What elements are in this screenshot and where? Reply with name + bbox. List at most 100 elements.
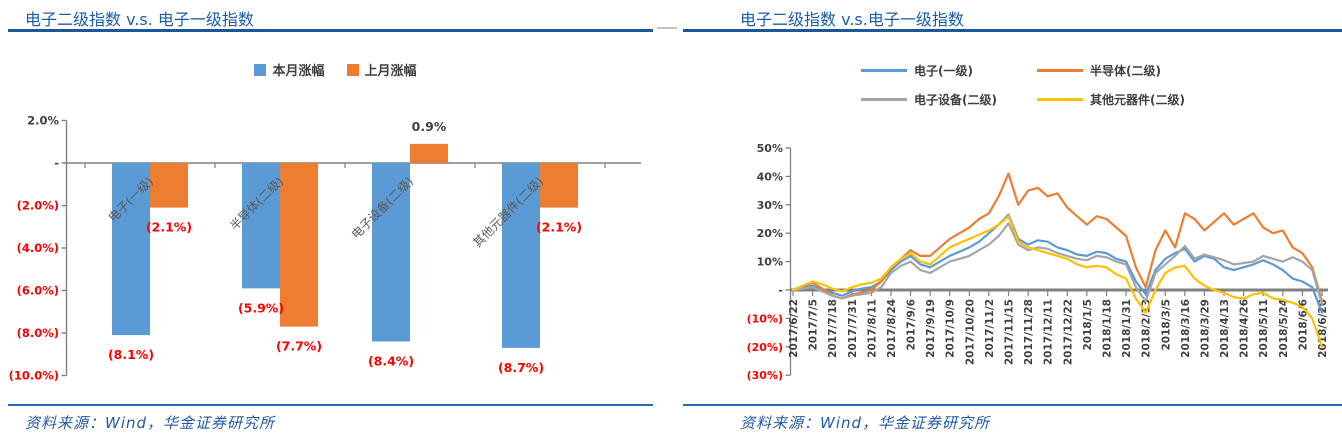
legend-swatch	[861, 98, 907, 101]
bar	[242, 163, 280, 289]
svg-text:40%: 40%	[757, 170, 783, 183]
y-axis: 2.0% - (2.0%) (4.0%) (6.0%) (8.0%) (10.0%)	[9, 114, 68, 383]
bar-chart-svg: 2.0% - (2.0%) (4.0%) (6.0%) (8.0%) (10.0%) (8.1…	[9, 114, 641, 383]
series-line-3	[791, 215, 1324, 348]
legend-item: 电子设备(二级)	[861, 91, 1037, 108]
svg-text:(30%): (30%)	[747, 369, 783, 382]
bar	[410, 143, 448, 163]
date-label: 2018/3/16	[1180, 299, 1192, 358]
bar-value-label: (2.1%)	[536, 220, 582, 235]
bar-chart-title: 电子二级指数 v.s. 电子一级指数	[25, 10, 254, 29]
legend-label: 其他元器件(二级)	[1090, 93, 1185, 107]
date-label: 2018/1/31	[1121, 299, 1133, 358]
x-axis: 2017/6/22 2017/7/5 2017/7/18 2017/7/31 2017/…	[788, 288, 1329, 365]
date-label: 2018/4/26	[1239, 299, 1251, 358]
svg-text:(8.0%): (8.0%)	[17, 326, 59, 340]
svg-text:(6.0%): (6.0%)	[17, 284, 59, 298]
date-label: 2017/7/18	[827, 299, 839, 358]
legend-swatch	[1037, 69, 1083, 72]
legend-item: 电子(一级)	[861, 62, 1037, 79]
date-label: 2018/6/20	[1317, 299, 1329, 358]
y-axis: 50% 40% 30% 20% 10% - (10%) (20%) (30%)	[747, 142, 792, 382]
title-rule	[8, 29, 653, 32]
date-label: 2018/4/13	[1219, 299, 1231, 358]
svg-text:(2.0%): (2.0%)	[17, 199, 59, 213]
date-label: 2017/10/9	[945, 299, 957, 358]
bar-value-label: (5.9%)	[238, 300, 284, 315]
svg-text:(10.0%): (10.0%)	[9, 369, 59, 383]
svg-text:(20%): (20%)	[747, 341, 783, 354]
svg-text:(4.0%): (4.0%)	[17, 241, 59, 255]
svg-text:2.0%: 2.0%	[27, 114, 59, 128]
svg-text:-: -	[54, 156, 59, 170]
bar-value-label: (8.4%)	[368, 354, 414, 369]
date-label: 2018/3/29	[1199, 299, 1211, 358]
line-series	[791, 172, 1324, 348]
legend-swatch	[1037, 98, 1083, 101]
date-label: 2017/8/24	[886, 299, 898, 358]
source-note: 资料来源：Wind，华金证券研究所	[25, 414, 276, 432]
panel-divider	[657, 27, 677, 29]
series-line-2	[791, 222, 1324, 306]
date-label: 2017/11/15	[1004, 299, 1016, 365]
legend-swatch	[346, 63, 359, 76]
legend-item: 本月涨幅	[254, 60, 325, 79]
legend-item: 上月涨幅	[346, 60, 417, 79]
svg-text:10%: 10%	[757, 256, 783, 269]
date-label: 2017/7/31	[847, 299, 859, 358]
bars	[112, 143, 578, 348]
line-chart-title: 电子二级指数 v.s.电子一级指数	[740, 10, 964, 29]
footer-rule	[683, 404, 1342, 406]
legend-label: 上月涨幅	[364, 64, 417, 79]
date-label: 2017/9/6	[906, 299, 918, 351]
source-note: 资料来源：Wind，华金证券研究所	[740, 414, 991, 432]
date-label: 2017/9/19	[925, 299, 937, 358]
legend-item: 其他元器件(二级)	[1037, 91, 1213, 108]
bar	[280, 163, 318, 327]
legend-swatch	[861, 69, 907, 72]
panel-bar-chart: 电子二级指数 v.s. 电子一级指数 本月涨幅 上月涨幅 2.0% - (2.0%) (…	[0, 10, 671, 432]
svg-text:50%: 50%	[757, 142, 783, 155]
date-label: 2018/2/13	[1141, 299, 1153, 358]
line-chart-legend: 电子(一级) 半导体(二级) 电子设备(二级) 其他元器件(二级)	[861, 62, 1213, 108]
line-chart-svg: 50% 40% 30% 20% 10% - (10%) (20%) (30%) 2017/6/22…	[747, 142, 1329, 382]
panel-line-chart: 电子二级指数 v.s.电子一级指数 电子(一级) 半导体(二级) 电子设备(二级) 其…	[671, 0, 1342, 443]
date-label: 2018/1/5	[1082, 299, 1094, 351]
bar	[372, 163, 410, 342]
date-label: 2017/8/11	[866, 299, 878, 358]
svg-text:-: -	[778, 284, 783, 297]
bar-chart-legend: 本月涨幅 上月涨幅	[0, 60, 671, 79]
series-line-1	[791, 172, 1324, 303]
legend-item: 半导体(二级)	[1037, 62, 1213, 79]
date-label: 2018/3/5	[1160, 299, 1172, 351]
bar	[502, 163, 540, 348]
date-label: 2018/1/18	[1101, 299, 1113, 358]
bar-value-label: (8.1%)	[108, 347, 154, 362]
date-label: 2017/10/20	[964, 299, 976, 365]
bar-value-label: (7.7%)	[276, 339, 322, 354]
legend-label: 半导体(二级)	[1090, 64, 1161, 78]
bar-value-label: 0.9%	[412, 119, 447, 134]
title-rule	[683, 29, 1342, 32]
svg-text:(10%): (10%)	[747, 312, 783, 325]
date-label: 2017/7/5	[808, 299, 820, 351]
date-label: 2017/11/28	[1023, 299, 1035, 365]
date-label: 2017/12/11	[1043, 299, 1055, 365]
bar	[540, 163, 578, 208]
data-labels: (8.1%) (5.9%) (8.4%) (8.7%) (2.1%) (7.7%) 0.9%…	[108, 119, 582, 375]
legend-label: 电子(一级)	[914, 64, 973, 78]
date-label: 2018/5/11	[1258, 299, 1270, 358]
bar-value-label: (2.1%)	[146, 220, 192, 235]
bar-value-label: (8.7%)	[498, 360, 544, 375]
date-label: 2018/5/24	[1278, 299, 1290, 358]
bar	[150, 163, 188, 208]
date-label: 2017/6/22	[788, 299, 800, 358]
date-label: 2017/12/22	[1062, 299, 1074, 365]
legend-label: 电子设备(二级)	[914, 93, 997, 107]
svg-text:30%: 30%	[757, 199, 783, 212]
legend-swatch	[254, 63, 267, 76]
bar	[112, 163, 150, 336]
legend-label: 本月涨幅	[272, 64, 325, 79]
footer-rule	[8, 404, 653, 406]
svg-text:20%: 20%	[757, 227, 783, 240]
